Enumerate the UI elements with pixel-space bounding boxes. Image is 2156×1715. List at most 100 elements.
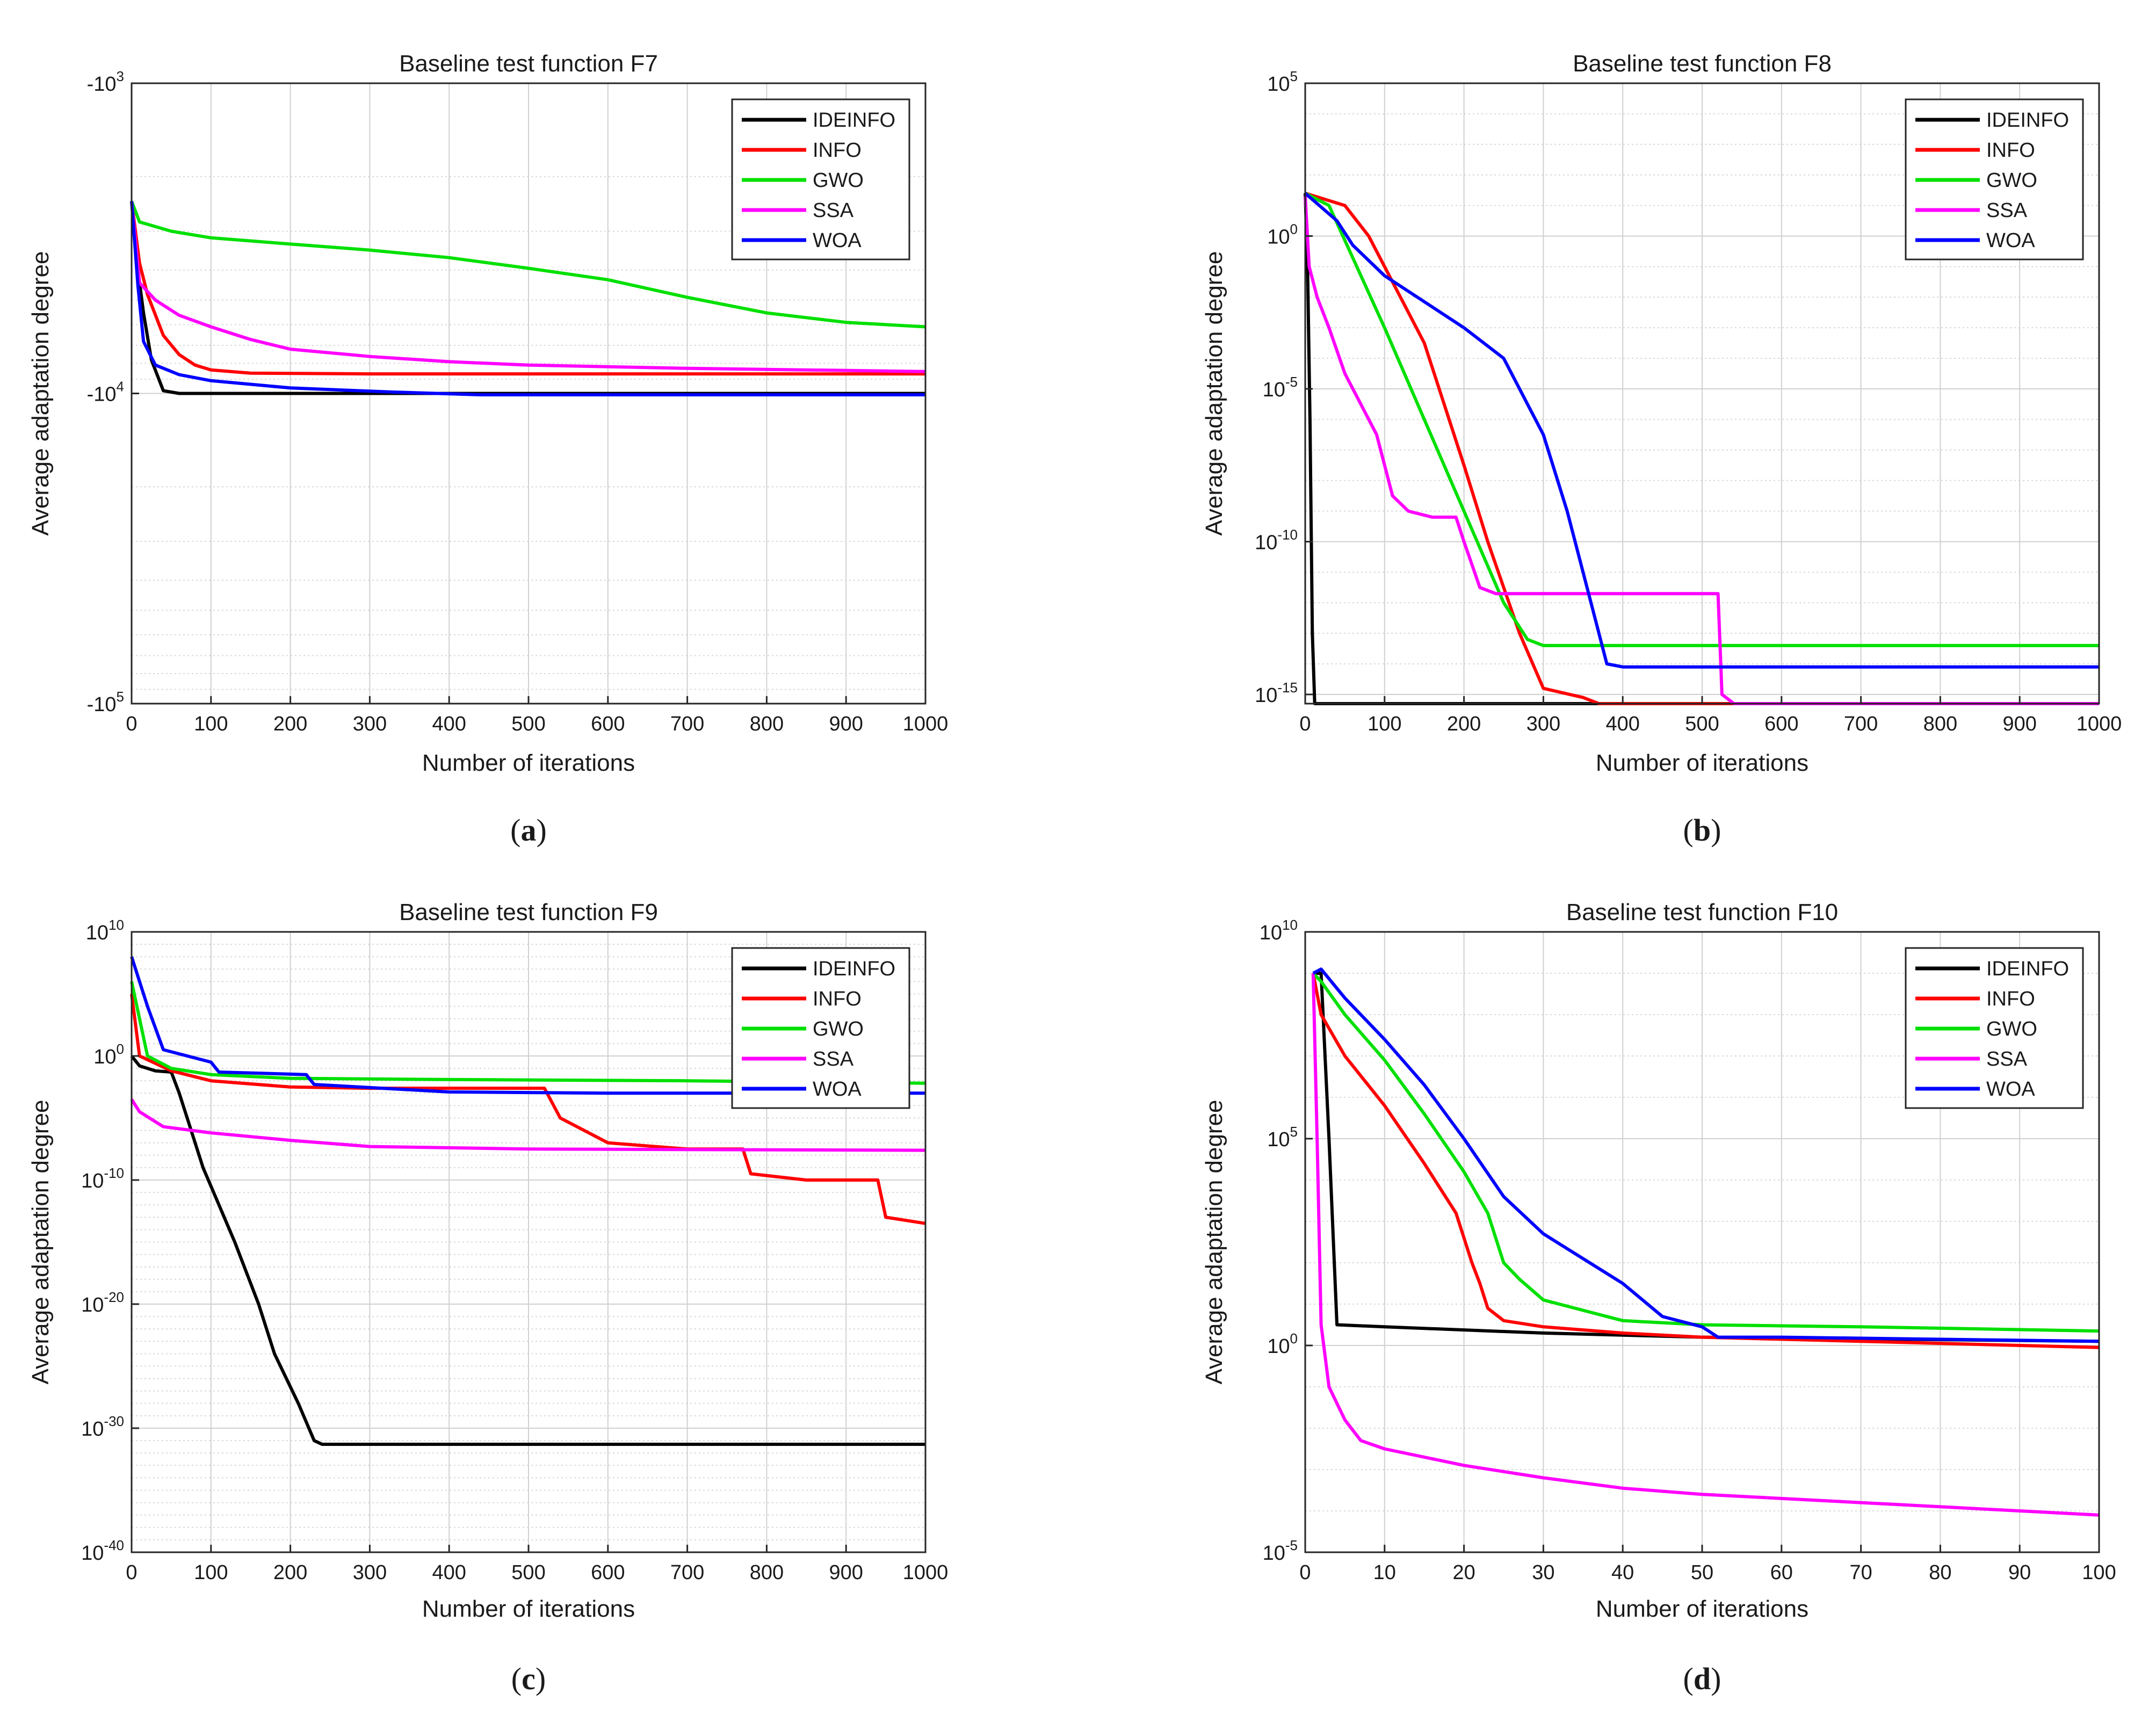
- legend: IDEINFO INFO GWO SSA WOA: [1905, 98, 2084, 260]
- y-tick-label: 100: [93, 1041, 124, 1068]
- y-tick-label: 10-5: [1263, 374, 1298, 401]
- x-axis-label: Number of iterations: [1596, 1596, 1808, 1622]
- chart-a: 0 100 200 300 400 500 600 700 800 900 1000 -103 -104…: [27, 50, 948, 848]
- y-tick-label: 1010: [1260, 917, 1298, 944]
- x-tick-label: 70: [1849, 1561, 1872, 1584]
- legend: IDEINFO INFO GWO SSA WOA: [1905, 947, 2084, 1109]
- x-tick-label: 900: [829, 1561, 863, 1584]
- legend-label-ssa: SSA: [813, 1048, 854, 1070]
- chart-title: Baseline test function F10: [1566, 899, 1838, 925]
- x-tick-label: 20: [1452, 1561, 1475, 1584]
- x-tick-label: 400: [432, 1561, 466, 1584]
- x-tick-label: 100: [194, 713, 228, 735]
- legend-label-ssa: SSA: [1986, 1048, 2028, 1070]
- legend-label-info: INFO: [813, 988, 862, 1010]
- x-axis-label: Number of iterations: [422, 1596, 635, 1622]
- series-line-woa: [1312, 967, 2100, 1343]
- x-tick-label: 400: [432, 713, 466, 735]
- y-tick-label: 10-5: [1263, 1537, 1298, 1565]
- x-tick-label: 800: [1923, 713, 1957, 735]
- x-tick-label: 30: [1532, 1561, 1554, 1584]
- x-tick-label: 600: [591, 1561, 625, 1584]
- y-axis-label: Average adaptation degree: [27, 1099, 54, 1384]
- legend-label-info: INFO: [813, 139, 862, 162]
- x-tick-label: 80: [1929, 1561, 1951, 1584]
- panel-caption: (d): [1683, 1661, 1721, 1696]
- legend-label-ideinfo: IDEINFO: [813, 109, 895, 132]
- panel-caption: (c): [511, 1661, 546, 1696]
- panel-caption: (a): [510, 813, 547, 848]
- y-axis-label: Average adaptation degree: [27, 251, 54, 536]
- series-line-ssa: [1311, 973, 2100, 1517]
- x-tick-label: 800: [750, 1561, 784, 1584]
- y-tick-label: 10-20: [81, 1289, 124, 1316]
- series-line-woa: [1304, 192, 2099, 669]
- x-tick-label: 300: [1526, 713, 1560, 735]
- y-tick-label: 10-10: [81, 1165, 124, 1192]
- x-tick-label: 60: [1770, 1561, 1793, 1584]
- x-tick-label: 400: [1605, 713, 1639, 735]
- x-tick-label: 100: [194, 1561, 228, 1584]
- series-line-gwo: [1304, 192, 2099, 647]
- series-line-info: [130, 994, 926, 1225]
- x-tick-label: 90: [2008, 1561, 2031, 1584]
- legend-label-ideinfo: IDEINFO: [1986, 958, 2069, 980]
- legend-label-ssa: SSA: [813, 199, 854, 222]
- y-tick-label: -105: [87, 689, 124, 716]
- legend-label-woa: WOA: [1986, 229, 2035, 252]
- series-line-ideinfo: [130, 1055, 925, 1446]
- y-axis-label: Average adaptation degree: [1201, 251, 1227, 536]
- y-tick-label: 10-10: [1255, 526, 1298, 554]
- series-line-woa: [130, 201, 925, 396]
- x-tick-label: 50: [1691, 1561, 1713, 1584]
- legend-label-woa: WOA: [1986, 1078, 2035, 1101]
- series-line-woa: [130, 956, 925, 1095]
- chart-title: Baseline test function F8: [1573, 50, 1832, 77]
- x-tick-label: 300: [353, 1561, 387, 1584]
- chart-c: 0 100 200 300 400 500 600 700 800 900 1000 1010 100 1…: [27, 899, 948, 1696]
- series-line-info: [1311, 973, 2100, 1349]
- y-tick-label: 10-15: [1255, 679, 1298, 707]
- legend: IDEINFO INFO GWO SSA WOA: [731, 947, 910, 1109]
- series-line-gwo: [130, 200, 926, 329]
- legend-label-ideinfo: IDEINFO: [813, 958, 895, 980]
- x-axis-label: Number of iterations: [1596, 750, 1808, 776]
- y-tick-label: 105: [1267, 1124, 1298, 1151]
- series-line-gwo: [130, 981, 926, 1085]
- legend: IDEINFO INFO GWO SSA WOA: [731, 98, 910, 260]
- series-line-ssa: [130, 201, 926, 373]
- panel-caption: (b): [1683, 813, 1721, 848]
- legend-label-ssa: SSA: [1986, 199, 2028, 222]
- x-tick-label: 40: [1611, 1561, 1634, 1584]
- chart-title: Baseline test function F9: [399, 899, 658, 925]
- x-tick-label: 100: [1368, 713, 1401, 735]
- x-tick-label: 0: [126, 1561, 137, 1584]
- series-line-ssa: [130, 1098, 926, 1152]
- x-tick-label: 600: [1764, 713, 1798, 735]
- x-tick-label: 1000: [2077, 713, 2122, 735]
- legend-label-ideinfo: IDEINFO: [1986, 109, 2069, 132]
- y-tick-label: 10-40: [81, 1537, 124, 1565]
- x-tick-label: 10: [1373, 1561, 1396, 1584]
- x-tick-label: 500: [1685, 713, 1719, 735]
- x-tick-label: 700: [670, 713, 704, 735]
- legend-label-woa: WOA: [813, 229, 862, 252]
- x-tick-label: 0: [126, 713, 137, 735]
- x-tick-label: 900: [829, 713, 863, 735]
- x-tick-label: 900: [2002, 713, 2036, 735]
- x-tick-label: 700: [1844, 713, 1878, 735]
- x-tick-label: 600: [591, 713, 625, 735]
- x-tick-label: 200: [273, 1561, 307, 1584]
- y-tick-label: 100: [1267, 1330, 1298, 1358]
- x-axis-label: Number of iterations: [422, 750, 635, 776]
- x-tick-label: 500: [511, 1561, 545, 1584]
- chart-title: Baseline test function F7: [399, 50, 658, 77]
- chart-b: 0 100 200 300 400 500 600 700 800 900 1000 105 100 10…: [1201, 50, 2122, 848]
- y-tick-label: -104: [87, 379, 124, 406]
- x-tick-label: 1000: [903, 713, 949, 735]
- x-tick-label: 100: [2082, 1561, 2116, 1584]
- x-tick-label: 0: [1299, 713, 1311, 735]
- y-tick-label: 10-30: [81, 1413, 124, 1441]
- legend-label-info: INFO: [1986, 988, 2035, 1010]
